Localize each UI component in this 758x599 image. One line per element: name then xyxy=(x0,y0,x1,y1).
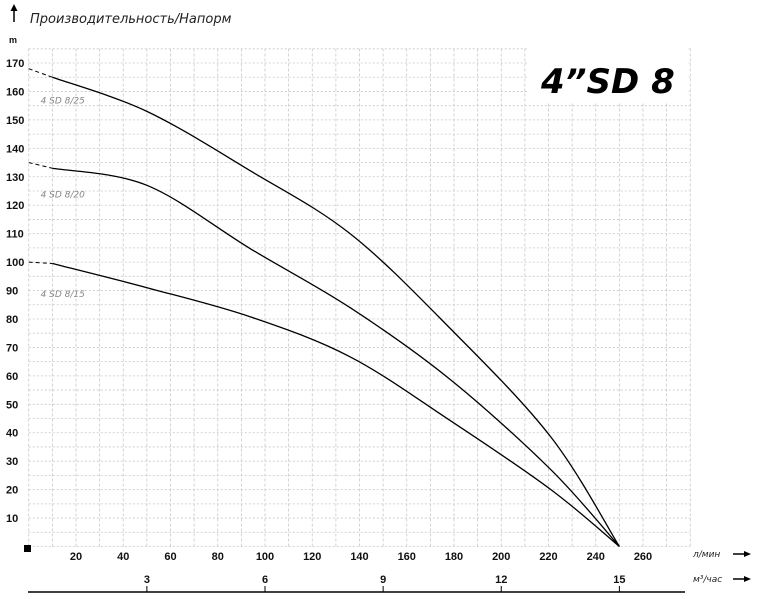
x-tick-label: 160 xyxy=(398,551,416,563)
grid xyxy=(28,48,691,547)
curve-line xyxy=(52,167,620,547)
y-tick-label: 30 xyxy=(6,456,18,468)
x2-axis-arrow-icon xyxy=(733,576,751,582)
y-tick-label: 170 xyxy=(6,58,24,70)
curves: 4 SD 8/25 4 SD 8/20 4 SD 8/15 xyxy=(28,68,620,548)
tick-labels: 10 20 30 40 50 60 70 80 90 100 110 120 130 140 150 160 1… xyxy=(6,58,652,592)
y-tick-label: 120 xyxy=(6,200,24,212)
curve-line xyxy=(52,262,620,548)
y-tick-label: 150 xyxy=(6,115,24,127)
x2-tick-label: 6 xyxy=(262,574,268,586)
y-tick-label: 140 xyxy=(6,143,24,155)
y-axis-arrow-icon xyxy=(10,4,18,22)
y-tick-label: 110 xyxy=(6,229,24,241)
x-tick-label: 180 xyxy=(445,551,463,563)
y-tick-label: 60 xyxy=(6,371,18,383)
curve-label: 4 SD 8/25 xyxy=(41,97,86,107)
x2-tick-label: 12 xyxy=(495,574,507,586)
curve-extrapolated xyxy=(28,162,53,169)
y-tick-label: 90 xyxy=(6,286,18,298)
x-tick-label: 80 xyxy=(212,551,224,563)
x2-tick-label: 3 xyxy=(144,574,150,586)
model-badge: 4”SD 8 xyxy=(540,62,675,102)
x-tick-label: 260 xyxy=(634,551,652,563)
x2-axis-label: м³/час xyxy=(693,575,722,585)
x-tick-label: 40 xyxy=(117,551,129,563)
y-tick-label: 20 xyxy=(6,485,18,497)
chart-title: Производительность/Напорм xyxy=(30,12,232,27)
x2-tick-label: 9 xyxy=(380,574,386,586)
y-tick-label: 130 xyxy=(6,172,24,184)
x-tick-label: 140 xyxy=(350,551,368,563)
curve-label: 4 SD 8/20 xyxy=(41,191,86,201)
y-tick-label: 70 xyxy=(6,342,18,354)
badge-box xyxy=(527,46,687,102)
curve-extrapolated xyxy=(28,261,53,265)
x-tick-label: 200 xyxy=(492,551,510,563)
x-tick-label: 60 xyxy=(164,551,176,563)
y-tick-label: 40 xyxy=(6,428,18,440)
y-axis-label: m xyxy=(9,35,17,45)
x-axis-arrow-icon xyxy=(733,551,751,557)
x-tick-label: 120 xyxy=(303,551,321,563)
x2-tick-label: 15 xyxy=(613,574,625,586)
x-tick-label: 100 xyxy=(256,551,274,563)
x-axis-label: л/мин xyxy=(692,550,720,560)
origin-marker xyxy=(24,545,31,552)
curve-line xyxy=(52,76,620,547)
curve-extrapolated xyxy=(28,68,53,78)
x-tick-label: 240 xyxy=(587,551,605,563)
x-tick-label: 220 xyxy=(539,551,557,563)
y-tick-label: 10 xyxy=(6,513,18,525)
y-tick-label: 160 xyxy=(6,86,24,98)
curve-label: 4 SD 8/15 xyxy=(41,290,86,300)
y-tick-label: 100 xyxy=(6,257,24,269)
y-tick-label: 50 xyxy=(6,399,18,411)
y-tick-label: 80 xyxy=(6,314,18,326)
x-tick-label: 20 xyxy=(70,551,82,563)
